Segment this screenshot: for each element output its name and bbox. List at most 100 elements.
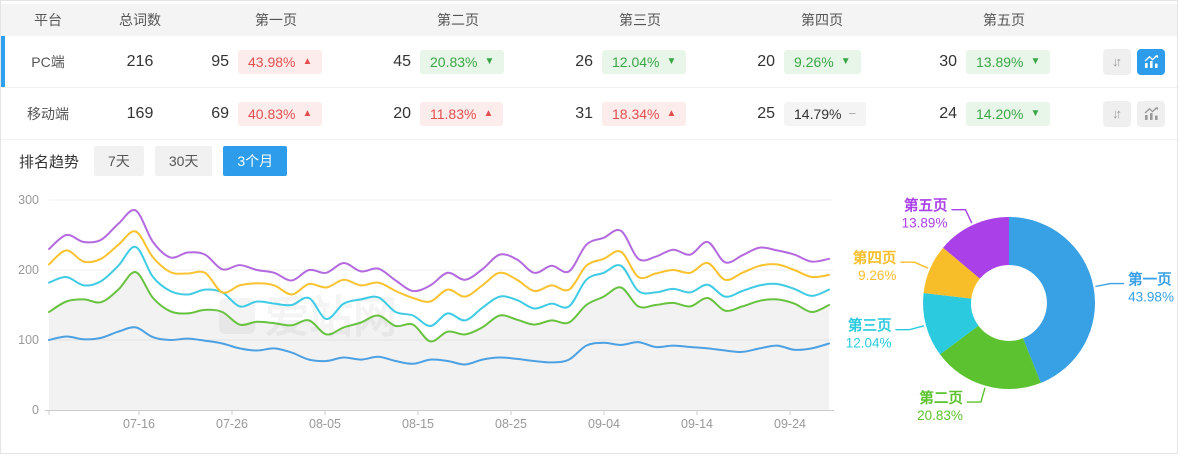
- trend-line-blue[interactable]: [48, 326, 830, 366]
- arrow-up-icon: ▲: [302, 55, 313, 67]
- arrow-down-icon: ▼: [1030, 107, 1041, 119]
- x-tick-label-09-04: 09-04: [588, 417, 620, 431]
- pie-label-value-page-4: 9.26%: [858, 268, 896, 283]
- change-percent: 40.83%: [248, 105, 296, 122]
- sort-arrows-icon: ↓↑: [1112, 54, 1122, 69]
- change-percent: 9.26%: [794, 53, 834, 70]
- page5-count: 30: [939, 52, 957, 70]
- page3-change-cell: 18.34% ▲: [593, 101, 731, 126]
- row-actions: ↓↑: [1095, 100, 1177, 127]
- x-tick-label-07-16: 07-16: [123, 417, 155, 431]
- trend-line-purple[interactable]: [48, 209, 830, 293]
- trend-line-cyan[interactable]: [48, 245, 830, 327]
- page1-change-cell: 43.98% ▲: [229, 49, 367, 74]
- sort-button[interactable]: ↓↑: [1103, 48, 1131, 75]
- x-tick-label-09-24: 09-24: [774, 417, 806, 431]
- x-tick-label-07-26: 07-26: [216, 417, 248, 431]
- page1-change-badge: 43.98% ▲: [238, 49, 323, 74]
- trend-chart-icon: [1144, 54, 1158, 68]
- arrow-up-icon: ▲: [483, 107, 494, 119]
- x-tick-label-08-25: 08-25: [495, 417, 527, 431]
- trend-line-yellow[interactable]: [48, 230, 830, 303]
- change-percent: 43.98%: [248, 53, 296, 70]
- page3-change-badge: 18.34% ▲: [602, 101, 687, 126]
- arrow-down-icon: ▼: [1030, 55, 1041, 67]
- pie-label-line-page-1: [1095, 282, 1125, 288]
- page2-count: 45: [393, 52, 411, 70]
- page4-count: 20: [757, 52, 775, 70]
- platform-label: PC端: [31, 53, 65, 70]
- column-header-7: 第五页: [983, 12, 1025, 28]
- change-percent: 20.83%: [430, 53, 478, 70]
- table-header: 平台 总词数 第一页 第二页 第三页 第四页 第五页: [1, 4, 1177, 36]
- table-row-mobile[interactable]: 移动端 169 69 40.83% ▲ 20 11.83% ▲ 31 18.34% ▲ 25 14.79…: [1, 88, 1177, 140]
- flat-dash-icon: −: [848, 106, 857, 121]
- arrow-down-icon: ▼: [840, 55, 851, 67]
- y-tick-label-0: 0: [32, 403, 39, 417]
- pie-label-name-page-5: 第五页: [904, 197, 948, 215]
- pie-slice-page-1[interactable]: [1009, 217, 1095, 383]
- pie-label-line-page-4: [900, 261, 929, 269]
- page5-change-cell: 13.89% ▼: [957, 49, 1095, 74]
- table-row-pc[interactable]: PC端 216 95 43.98% ▲ 45 20.83% ▼ 26 12.04% ▼ 20 9.26%…: [1, 36, 1177, 88]
- y-tick-label-300: 300: [18, 193, 39, 207]
- arrow-down-icon: ▼: [666, 55, 677, 67]
- tab-range-7天[interactable]: 7天: [94, 146, 144, 176]
- arrow-down-icon: ▼: [484, 55, 495, 67]
- page3-count: 31: [575, 104, 593, 122]
- arrow-up-icon: ▲: [302, 107, 313, 119]
- page1-change-badge: 40.83% ▲: [238, 101, 323, 126]
- trend-tabs: 7天 30天 3个月: [94, 146, 288, 176]
- pie-label-name-page-4: 第四页: [853, 249, 897, 267]
- change-percent: 18.34%: [612, 105, 660, 122]
- page3-change-badge: 12.04% ▼: [602, 49, 687, 74]
- tab-range-30天[interactable]: 30天: [154, 146, 213, 176]
- change-percent: 12.04%: [612, 53, 660, 70]
- trend-title: 排名趋势: [19, 153, 80, 171]
- pie-slice-page-3[interactable]: [923, 293, 979, 355]
- page5-change-cell: 14.20% ▼: [957, 101, 1095, 126]
- change-percent: 14.79%: [794, 105, 842, 122]
- pie-slice-page-4[interactable]: [923, 247, 980, 299]
- trend-chart-icon: [1144, 106, 1158, 120]
- page1-change-cell: 40.83% ▲: [229, 101, 367, 126]
- pie-label-line-page-2: [966, 387, 986, 403]
- show-trend-chart-button[interactable]: [1137, 100, 1165, 127]
- column-header-4: 第二页: [437, 12, 479, 28]
- column-header-6: 第四页: [801, 12, 843, 28]
- pie-label-value-page-3: 12.04%: [846, 336, 892, 351]
- pie-label-line-page-5: [951, 209, 973, 224]
- column-header-3: 第一页: [255, 12, 297, 28]
- x-tick-label-09-14: 09-14: [681, 417, 713, 431]
- change-percent: 11.83%: [430, 105, 477, 122]
- page2-change-badge: 20.83% ▼: [420, 49, 505, 74]
- page3-change-cell: 12.04% ▼: [593, 49, 731, 74]
- sort-arrows-icon: ↓↑: [1112, 106, 1122, 121]
- column-header-5: 第三页: [619, 12, 661, 28]
- pie-slice-page-2[interactable]: [940, 325, 1041, 390]
- y-tick-label-100: 100: [18, 333, 39, 347]
- y-tick-label-200: 200: [18, 263, 39, 277]
- change-percent: 13.89%: [976, 53, 1024, 70]
- pie-label-name-page-1: 第一页: [1128, 271, 1172, 289]
- page4-change-cell: 14.79% −: [775, 101, 913, 126]
- page2-change-cell: 11.83% ▲: [411, 101, 549, 126]
- pie-label-value-page-2: 20.83%: [917, 408, 963, 423]
- x-tick-label-08-05: 08-05: [309, 417, 341, 431]
- trend-line-green[interactable]: [48, 271, 830, 343]
- page2-count: 20: [393, 104, 411, 122]
- pie-label-line-page-3: [895, 325, 925, 331]
- pie-slice-page-5[interactable]: [943, 216, 1009, 279]
- tab-range-3个月[interactable]: 3个月: [223, 146, 288, 176]
- sort-button[interactable]: ↓↑: [1103, 100, 1131, 127]
- show-trend-chart-button[interactable]: [1137, 48, 1165, 75]
- column-header-2: 总词数: [119, 12, 161, 28]
- page2-change-badge: 11.83% ▲: [420, 101, 504, 126]
- charts-row: 爱站网 0 100 200 300 07-16 07-26 08-05 08-15 08-25 09…: [1, 182, 1177, 450]
- page4-change-badge: 9.26% ▼: [784, 49, 861, 74]
- page5-change-badge: 13.89% ▼: [966, 49, 1051, 74]
- change-percent: 14.20%: [976, 105, 1024, 122]
